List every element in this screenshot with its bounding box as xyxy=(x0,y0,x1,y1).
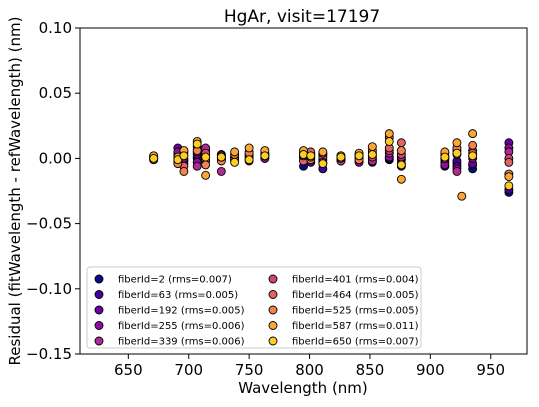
x-tick-label: 850 xyxy=(356,361,385,379)
data-point xyxy=(384,136,394,146)
data-point xyxy=(260,151,270,161)
chart-title: HgAr, visit=17197 xyxy=(224,7,380,27)
y-tick-label: −0.15 xyxy=(26,345,72,363)
data-point xyxy=(440,152,450,162)
data-points xyxy=(149,129,514,201)
x-tick-label: 700 xyxy=(174,361,203,379)
data-point xyxy=(452,138,462,148)
data-point xyxy=(216,152,226,162)
data-point xyxy=(149,153,159,163)
data-point xyxy=(367,142,377,152)
data-point xyxy=(201,170,211,180)
legend-box xyxy=(86,266,422,349)
series-9 xyxy=(149,136,514,191)
data-point xyxy=(230,157,240,167)
data-point xyxy=(367,150,377,159)
y-tick-label: −0.10 xyxy=(26,280,72,298)
x-tick-label: 750 xyxy=(235,361,264,379)
legend-marker xyxy=(94,290,104,299)
y-tick-label: −0.05 xyxy=(26,215,72,233)
legend-label: fiberId=525 (rms=0.005) xyxy=(292,306,419,317)
data-point xyxy=(468,129,478,139)
data-point xyxy=(179,151,189,161)
data-point xyxy=(396,146,406,156)
x-tick-label: 900 xyxy=(416,361,445,379)
legend-marker xyxy=(268,305,278,315)
y-axis: 0.10 0.05 0.00 −0.05 −0.10 −0.15 xyxy=(26,19,80,363)
data-point-outlier xyxy=(457,191,467,201)
legend-label: fiberId=63 (rms=0.005) xyxy=(118,290,238,301)
data-point xyxy=(244,143,254,153)
data-point xyxy=(396,160,406,170)
legend-marker xyxy=(268,336,278,346)
data-point xyxy=(318,147,328,157)
legend-marker xyxy=(94,336,104,346)
data-point xyxy=(216,166,226,176)
legend-marker xyxy=(94,321,104,330)
data-point xyxy=(244,155,254,165)
data-point xyxy=(504,181,514,191)
x-tick-label: 800 xyxy=(295,361,324,379)
data-point xyxy=(192,139,202,149)
x-tick-label: 650 xyxy=(114,361,143,379)
data-point xyxy=(396,174,406,184)
legend-label: fiberId=255 (rms=0.006) xyxy=(118,321,245,332)
data-point xyxy=(306,151,316,161)
data-point xyxy=(354,151,364,161)
data-point xyxy=(452,148,462,158)
x-axis-label: Wavelength (nm) xyxy=(238,379,368,397)
data-point xyxy=(468,140,478,150)
legend-marker xyxy=(268,290,278,299)
legend-label: fiberId=587 (rms=0.011) xyxy=(292,321,419,332)
legend: fiberId=2 (rms=0.007) fiberId=63 (rms=0.0… xyxy=(86,266,422,349)
legend-label: fiberId=464 (rms=0.005) xyxy=(292,290,419,301)
data-point xyxy=(201,160,211,170)
y-tick-label: 0.10 xyxy=(39,19,72,37)
data-point xyxy=(192,161,202,171)
legend-marker xyxy=(268,321,278,330)
legend-label: fiberId=401 (rms=0.004) xyxy=(292,275,419,286)
data-point xyxy=(504,157,514,167)
legend-label: fiberId=650 (rms=0.007) xyxy=(292,337,419,348)
data-point xyxy=(179,166,189,176)
data-point xyxy=(201,152,211,162)
legend-marker xyxy=(94,305,104,315)
data-point xyxy=(384,129,394,139)
x-axis: 650 700 750 800 850 900 950 xyxy=(114,354,505,379)
legend-marker xyxy=(94,274,104,284)
x-tick-label: 950 xyxy=(476,361,505,379)
data-point xyxy=(468,151,478,161)
y-axis-label: Residual (fitWavelength - refWavelength)… xyxy=(6,17,24,366)
legend-marker xyxy=(268,274,278,284)
data-point xyxy=(504,172,514,182)
data-point xyxy=(336,152,346,162)
y-tick-label: 0.00 xyxy=(39,149,72,167)
y-tick-label: 0.05 xyxy=(39,84,72,102)
data-point xyxy=(452,166,462,176)
data-point xyxy=(396,138,406,148)
data-point xyxy=(230,147,240,157)
legend-label: fiberId=192 (rms=0.005) xyxy=(118,306,245,317)
legend-label: fiberId=339 (rms=0.006) xyxy=(118,337,245,348)
legend-label: fiberId=2 (rms=0.007) xyxy=(118,275,232,286)
data-point xyxy=(318,159,328,169)
data-point xyxy=(299,150,308,159)
